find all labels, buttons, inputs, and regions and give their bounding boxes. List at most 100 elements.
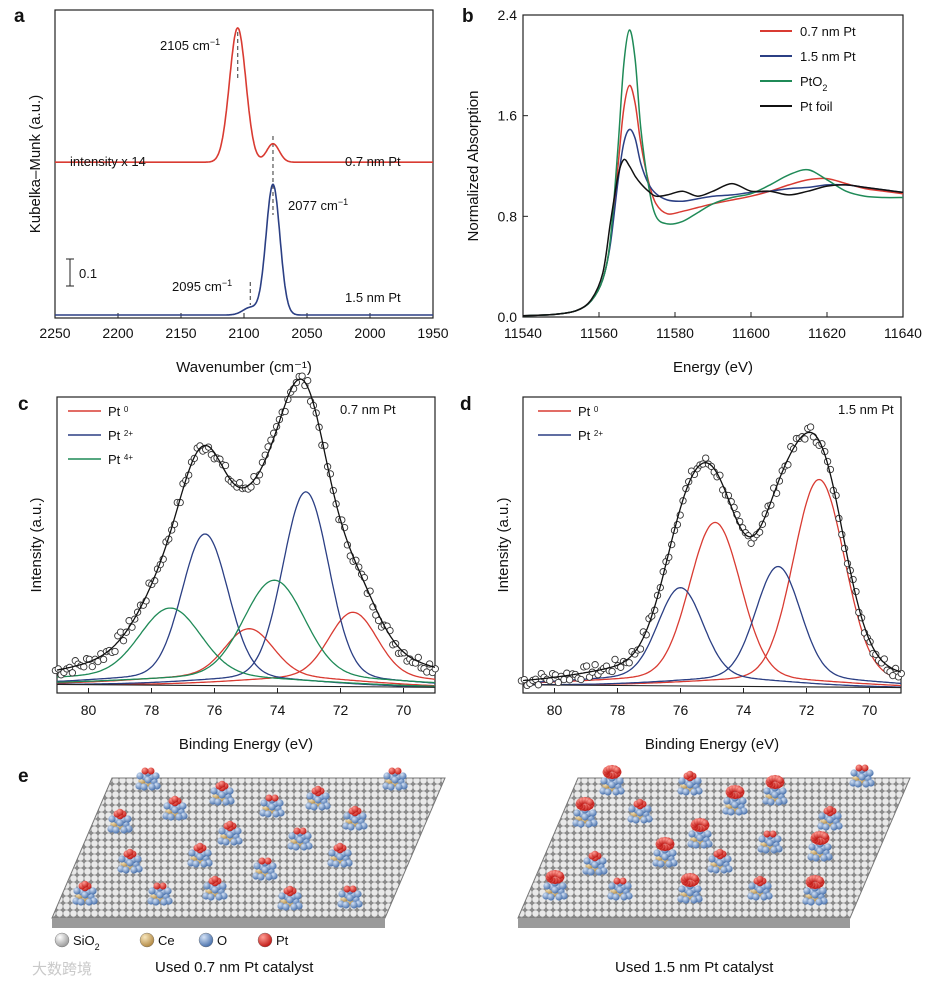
ceria-atom <box>748 882 756 890</box>
panel-d-ylabel: Intensity (a.u.) <box>495 497 512 592</box>
ceria-atom <box>547 893 555 901</box>
envelope-fit <box>56 378 436 671</box>
legend-atom-ce <box>139 932 155 948</box>
ceria-atom <box>140 783 148 791</box>
ceria-atom <box>268 803 276 811</box>
pt-atom <box>586 798 594 806</box>
ceria-atom <box>716 859 724 867</box>
pt-atom <box>153 882 161 890</box>
ceria-atom <box>260 799 268 807</box>
legend-atom-label: SiO2 <box>73 933 100 952</box>
ceria-atom <box>604 788 612 796</box>
pt-atom <box>286 885 294 893</box>
pt-atom <box>736 786 744 794</box>
pt-atom <box>388 767 396 775</box>
pt-atom <box>196 842 204 850</box>
pt-atom <box>855 764 863 772</box>
legend-atom-label: Ce <box>158 933 175 948</box>
nanoparticle <box>599 764 625 796</box>
ceria-atom <box>708 855 716 863</box>
series-line-1.5-nm-Pt <box>522 128 904 317</box>
legend-atom-sio <box>54 932 70 948</box>
ceria-atom <box>179 802 187 810</box>
ceria-atom <box>160 898 168 906</box>
ceria-atom <box>559 882 567 890</box>
nanoparticle <box>607 877 633 901</box>
ceria-atom <box>690 896 698 904</box>
ceria-atom <box>77 898 85 906</box>
ceria-atom <box>126 859 134 867</box>
nanoparticle <box>209 780 235 806</box>
ceria-atom <box>253 862 261 870</box>
legend-superscript: 2+ <box>594 429 603 438</box>
panel-d-ticks: 80 78 76 74 72 70 <box>547 688 877 718</box>
ceria-atom <box>628 805 636 813</box>
pt-atom <box>686 770 694 778</box>
ceria-atom <box>830 823 838 831</box>
ceria-atom <box>120 826 128 834</box>
ceria-atom <box>779 787 787 795</box>
pt-atom <box>265 794 273 802</box>
pt-atom <box>264 857 272 865</box>
ceria-atom <box>226 787 234 795</box>
nanoparticle <box>147 882 173 906</box>
panel-b-legend: 0.7 nm Pt 1.5 nm Pt PtO2 Pt foil <box>760 24 856 114</box>
ceria-atom <box>820 854 828 862</box>
pt-atom <box>116 808 124 816</box>
ceria-atom <box>336 853 344 861</box>
ceria-atom <box>858 773 866 781</box>
data-point <box>809 433 818 441</box>
pt-atom <box>666 838 674 846</box>
support-slab-1.5nm <box>517 777 911 919</box>
ceria-atom <box>306 792 314 800</box>
pt-atom <box>556 871 564 879</box>
series-line-PtO₂ <box>522 29 904 317</box>
ceria-atom <box>752 893 760 901</box>
panel-label-e: e <box>18 766 29 787</box>
data-point <box>577 675 585 684</box>
panel-a-ir-spectra: 2250 2200 2150 2100 2050 2000 1950 2105 cm−1 2… <box>27 9 449 376</box>
panel-b-xlabel: Energy (eV) <box>673 359 753 376</box>
series-line-1.5nm-pt <box>55 183 433 316</box>
series-line-0.7-nm-Pt <box>522 84 904 317</box>
nanoparticle <box>807 830 833 862</box>
y-tick-label: 0.0 <box>498 309 518 325</box>
nanoparticle <box>337 885 363 909</box>
x-tick-label: 72 <box>333 702 349 718</box>
ceria-atom <box>148 783 156 791</box>
ceria-atom <box>112 826 120 834</box>
pt-atom <box>258 857 266 865</box>
subscript: 2 <box>95 942 100 952</box>
panel-c-title: 0.7 nm Pt <box>340 402 396 417</box>
atom-legend: SiO2 Ce O Pt <box>54 932 289 952</box>
nanoparticle <box>849 764 875 788</box>
ceria-atom <box>573 809 581 817</box>
nanoparticle <box>687 817 713 849</box>
ceria-atom <box>218 791 226 799</box>
data-point <box>304 376 312 385</box>
panel-c-frame <box>56 396 436 694</box>
ceria-atom <box>290 903 298 911</box>
pt-atom <box>211 875 219 883</box>
ceria-atom <box>332 860 340 868</box>
legend-label: Pt 2+ <box>108 428 133 443</box>
panel-a-x-ticks: 2250 2200 2150 2100 2050 2000 1950 <box>39 313 449 341</box>
ceria-atom <box>577 820 585 828</box>
ceria-atom <box>148 887 156 895</box>
ceria-atom <box>399 772 407 780</box>
ceria-atom <box>343 812 351 820</box>
ceria-atom <box>696 834 704 842</box>
pt-atom <box>826 805 834 813</box>
pt-atom <box>299 827 307 835</box>
nanoparticle <box>287 827 313 851</box>
nanoparticle <box>202 875 228 901</box>
ceria-atom <box>762 846 770 854</box>
ceria-atom <box>211 886 219 894</box>
panel-d-xps: 80 78 76 74 72 70 Pt 0 Pt 2+ 1.5 nm Pt Binding… <box>495 396 905 753</box>
ceria-atom <box>818 812 826 820</box>
caption-0.7nm: Used 0.7 nm Pt catalyst <box>155 959 314 976</box>
ceria-atom <box>727 808 735 816</box>
panel-d-legend: Pt 0 Pt 2+ <box>538 404 603 443</box>
pt-atom <box>613 877 621 885</box>
ceria-atom <box>171 806 179 814</box>
